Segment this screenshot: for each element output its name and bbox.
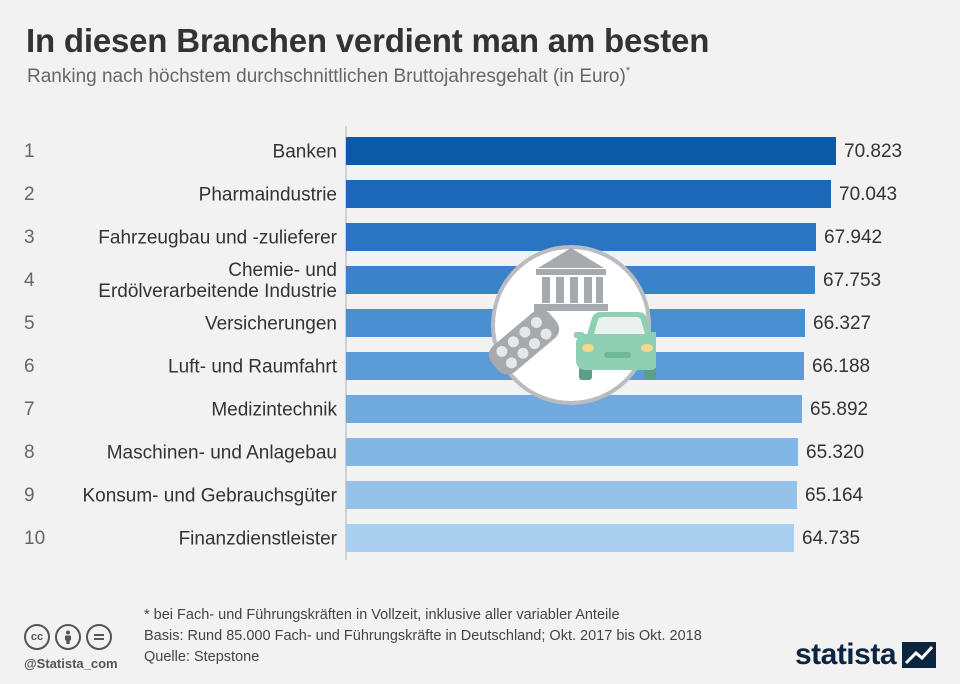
category-label: Versicherungen bbox=[37, 314, 337, 335]
attribution-icon[interactable] bbox=[55, 624, 81, 650]
rank-number: 8 bbox=[24, 442, 35, 463]
bar-row: 4 Chemie- und Erdölverarbeitende Industrie… bbox=[0, 260, 960, 302]
statista-handle[interactable]: @Statista_com bbox=[24, 656, 118, 671]
category-label-line: Fahrzeugbau und -zulieferer bbox=[98, 227, 337, 249]
category-label: Fahrzeugbau und -zulieferer bbox=[37, 228, 337, 249]
category-label-line: Medizintechnik bbox=[211, 399, 337, 421]
statista-logo-icon bbox=[902, 642, 936, 668]
bar-row: 2 Pharmaindustrie 70.043 bbox=[0, 180, 960, 210]
statista-logo[interactable]: statista bbox=[795, 638, 936, 672]
chart-footnotes: * bei Fach- und Führungskräften in Vollz… bbox=[144, 605, 702, 668]
value-label: 66.188 bbox=[812, 356, 871, 377]
category-label-line: Maschinen- und Anlagebau bbox=[106, 442, 337, 464]
license-icons[interactable]: cc bbox=[24, 624, 112, 650]
value-label: 65.164 bbox=[805, 485, 864, 506]
value-label: 67.753 bbox=[823, 270, 882, 291]
rank-number: 5 bbox=[24, 313, 35, 334]
value-label: 67.942 bbox=[824, 227, 883, 248]
creative-commons-icon[interactable]: cc bbox=[24, 624, 50, 650]
bar bbox=[346, 395, 802, 423]
bar-row: 9 Konsum- und Gebrauchsgüter 65.164 bbox=[0, 481, 960, 511]
category-label: Maschinen- und Anlagebau bbox=[37, 443, 337, 464]
bar-row: 1 Banken 70.823 bbox=[0, 137, 960, 167]
bar-row: 8 Maschinen- und Anlagebau 65.320 bbox=[0, 438, 960, 468]
rank-number: 3 bbox=[24, 227, 35, 248]
bar bbox=[346, 137, 836, 165]
subtitle-text: Ranking nach höchstem durchschnittlichen… bbox=[27, 66, 626, 87]
footnote-definition: * bei Fach- und Führungskräften in Vollz… bbox=[144, 607, 620, 623]
rank-number: 1 bbox=[24, 141, 35, 162]
value-label: 64.735 bbox=[802, 528, 861, 549]
category-label: Konsum- und Gebrauchsgüter bbox=[37, 486, 337, 507]
rank-number: 7 bbox=[24, 399, 35, 420]
category-label: Medizintechnik bbox=[37, 400, 337, 421]
y-axis-line bbox=[345, 126, 347, 560]
category-label: Banken bbox=[37, 142, 337, 163]
bar bbox=[346, 481, 797, 509]
rank-number: 9 bbox=[24, 485, 35, 506]
rank-number: 4 bbox=[24, 270, 35, 291]
category-label: Pharmaindustrie bbox=[37, 185, 337, 206]
subtitle-footnote-mark: * bbox=[625, 65, 631, 77]
bar-row: 6 Luft- und Raumfahrt 66.188 bbox=[0, 352, 960, 382]
category-label-line: Pharmaindustrie bbox=[198, 184, 337, 206]
bar-row: 10 Finanzdienstleister 64.735 bbox=[0, 524, 960, 554]
bar bbox=[346, 352, 804, 380]
bar bbox=[346, 309, 805, 337]
value-label: 65.892 bbox=[810, 399, 869, 420]
chart-title: In diesen Branchen verdient man am beste… bbox=[26, 22, 710, 59]
bar bbox=[346, 180, 831, 208]
chart-subtitle: Ranking nach höchstem durchschnittlichen… bbox=[27, 65, 631, 88]
no-derivatives-icon[interactable] bbox=[86, 624, 112, 650]
bar-row: 3 Fahrzeugbau und -zulieferer 67.942 bbox=[0, 223, 960, 253]
rank-number: 6 bbox=[24, 356, 35, 377]
bar-row: 7 Medizintechnik 65.892 bbox=[0, 395, 960, 425]
category-label-line: Finanzdienstleister bbox=[178, 528, 337, 550]
rank-number: 10 bbox=[24, 528, 46, 549]
footnote-basis: Basis: Rund 85.000 Fach- und Führungskrä… bbox=[144, 628, 702, 644]
rank-number: 2 bbox=[24, 184, 35, 205]
category-label: Finanzdienstleister bbox=[37, 529, 337, 550]
category-label-line: Erdölverarbeitende Industrie bbox=[98, 281, 337, 302]
footnote-source: Quelle: Stepstone bbox=[144, 649, 260, 665]
bar bbox=[346, 266, 815, 294]
category-label-line: Banken bbox=[272, 141, 337, 163]
category-label-line: Versicherungen bbox=[204, 313, 337, 335]
category-label: Chemie- und Erdölverarbeitende Industrie bbox=[37, 260, 337, 302]
bar bbox=[346, 223, 816, 251]
category-label-line: Konsum- und Gebrauchsgüter bbox=[82, 485, 337, 507]
category-label-line: Luft- und Raumfahrt bbox=[168, 356, 337, 378]
statista-wordmark: statista bbox=[794, 638, 897, 671]
value-label: 70.823 bbox=[844, 141, 903, 162]
value-label: 70.043 bbox=[839, 184, 898, 205]
category-label-line: Chemie- und bbox=[228, 260, 337, 281]
value-label: 65.320 bbox=[806, 442, 865, 463]
bar bbox=[346, 438, 798, 466]
value-label: 66.327 bbox=[813, 313, 872, 334]
bar bbox=[346, 524, 794, 552]
category-label: Luft- und Raumfahrt bbox=[37, 357, 337, 378]
bar-row: 5 Versicherungen 66.327 bbox=[0, 309, 960, 339]
